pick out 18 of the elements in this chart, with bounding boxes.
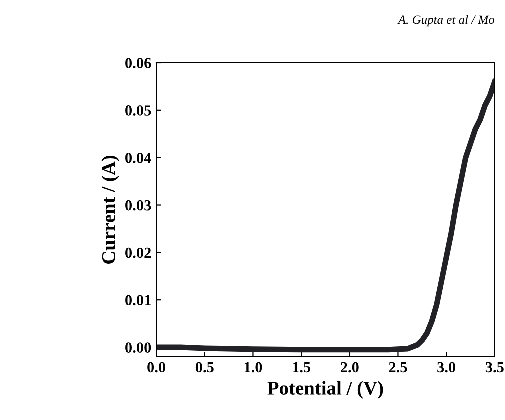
x-tick-label: 2.5 [389, 362, 408, 373]
x-tick-label: 1.0 [244, 362, 262, 373]
text: A. Gupta et al / Mo [398, 15, 495, 27]
x-tick-label: 1.5 [293, 362, 311, 373]
x-tick-label: 3.0 [438, 362, 456, 373]
y-tick-label: 0.02 [126, 248, 152, 258]
y-tick-label: 0.05 [126, 106, 152, 116]
x-tick-label: 2.0 [340, 362, 359, 373]
x-tick-label: 0.5 [196, 362, 214, 373]
x-tick-label: 3.5 [486, 362, 504, 373]
x-tick-label: 0.0 [148, 362, 166, 373]
x-axis-title: Potential / (V) [268, 381, 384, 399]
y-axis-title: Current / (A) [102, 156, 120, 264]
y-tick-label: 0.04 [126, 152, 152, 164]
y-tick-label: 0.01 [126, 295, 151, 306]
y-tick-label: 0.06 [126, 58, 152, 69]
y-tick-label: 0.03 [126, 200, 152, 211]
y-tick-label: 0.00 [126, 342, 152, 354]
